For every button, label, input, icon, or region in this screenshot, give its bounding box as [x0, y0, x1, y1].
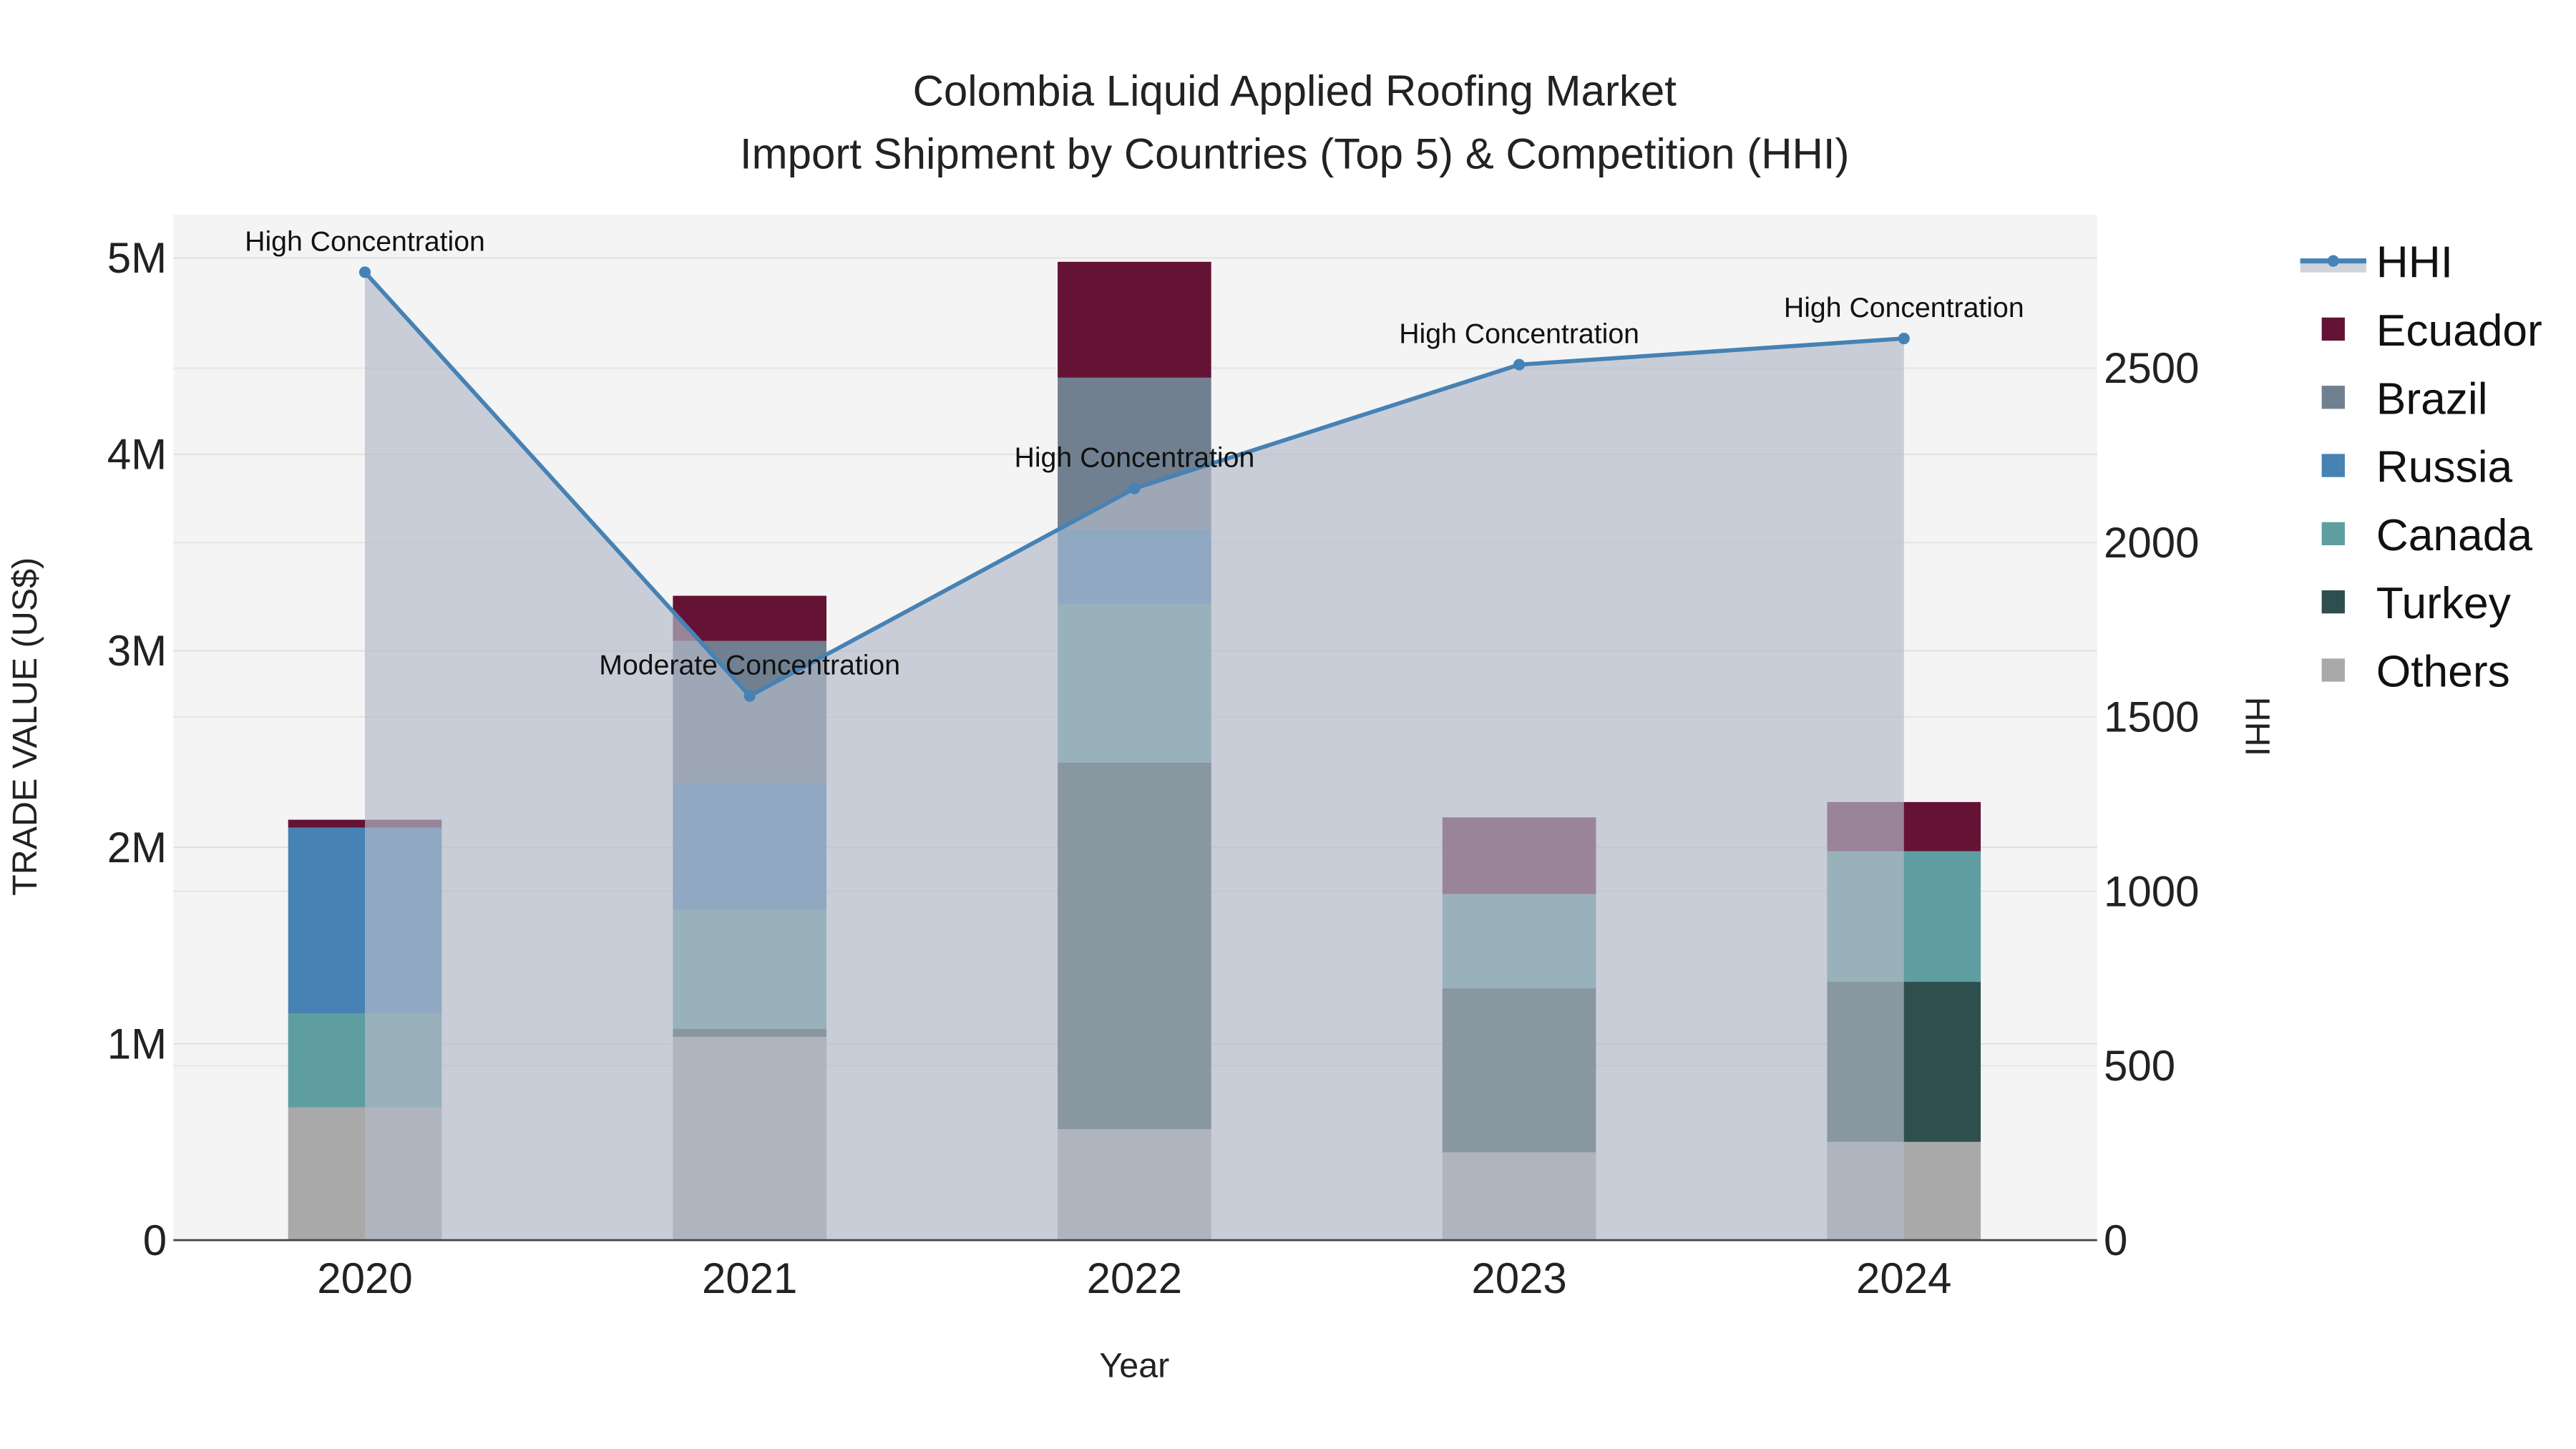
x-tick-label: 2021	[702, 1254, 797, 1302]
hhi-point-2021	[743, 690, 756, 702]
y-axis-title: TRADE VALUE (US$)	[6, 557, 44, 896]
y-tick-label: 4M	[107, 431, 167, 479]
legend-swatch-ecuador	[2321, 317, 2345, 341]
legend-label-hhi: HHI	[2376, 238, 2453, 288]
x-tick-label: 2024	[1856, 1254, 1951, 1302]
y-tick-label: 3M	[107, 627, 167, 675]
legend-swatch-turkey	[2321, 590, 2345, 614]
y2-tick-label: 2500	[2104, 344, 2199, 392]
legend-swatch-canada	[2321, 522, 2345, 545]
y2-tick-label: 500	[2104, 1042, 2175, 1090]
hhi-point-2020	[358, 266, 371, 278]
legend-label-brazil: Brazil	[2376, 374, 2488, 424]
bar-ecuador-2021	[673, 595, 826, 641]
hhi-point-2022	[1128, 482, 1141, 494]
hhi-annotation: High Concentration	[1784, 292, 2024, 323]
legend-swatch-brazil	[2321, 386, 2345, 409]
hhi-area	[365, 272, 1904, 1241]
legend-label-russia: Russia	[2376, 443, 2513, 492]
x-tick-label: 2020	[317, 1254, 412, 1302]
x-axis-title: Year	[1099, 1347, 1169, 1385]
y2-axis-title: HHI	[2238, 697, 2276, 756]
legend-label-canada: Canada	[2376, 511, 2533, 560]
y2-tick-label: 1000	[2104, 867, 2199, 915]
hhi-annotation: High Concentration	[1015, 442, 1255, 474]
x-tick-label: 2023	[1471, 1254, 1566, 1302]
y2-tick-label: 1500	[2104, 693, 2199, 741]
legend-hhi-marker	[2327, 255, 2339, 267]
chart-title: Colombia Liquid Applied Roofing Market	[913, 67, 1677, 115]
legend-label-others: Others	[2376, 648, 2510, 697]
hhi-annotation: High Concentration	[1399, 318, 1639, 350]
hhi-point-2024	[1898, 332, 1910, 345]
y-tick-label: 5M	[107, 234, 167, 282]
x-tick-label: 2022	[1087, 1254, 1182, 1302]
bar-ecuador-2022	[1058, 261, 1211, 378]
hhi-annotation: High Concentration	[245, 225, 485, 257]
y-tick-label: 0	[143, 1216, 167, 1264]
chart-subtitle: Import Shipment by Countries (Top 5) & C…	[740, 130, 1850, 177]
y2-tick-label: 0	[2104, 1216, 2127, 1264]
legend-label-ecuador: Ecuador	[2376, 306, 2542, 356]
hhi-annotation: Moderate Concentration	[599, 650, 900, 681]
legend-label-turkey: Turkey	[2376, 579, 2512, 628]
hhi-point-2023	[1513, 358, 1526, 371]
y2-tick-label: 2000	[2104, 519, 2199, 567]
y-tick-label: 1M	[107, 1020, 167, 1068]
y-tick-label: 2M	[107, 824, 167, 872]
legend-swatch-russia	[2321, 454, 2345, 477]
legend-swatch-others	[2321, 658, 2345, 682]
